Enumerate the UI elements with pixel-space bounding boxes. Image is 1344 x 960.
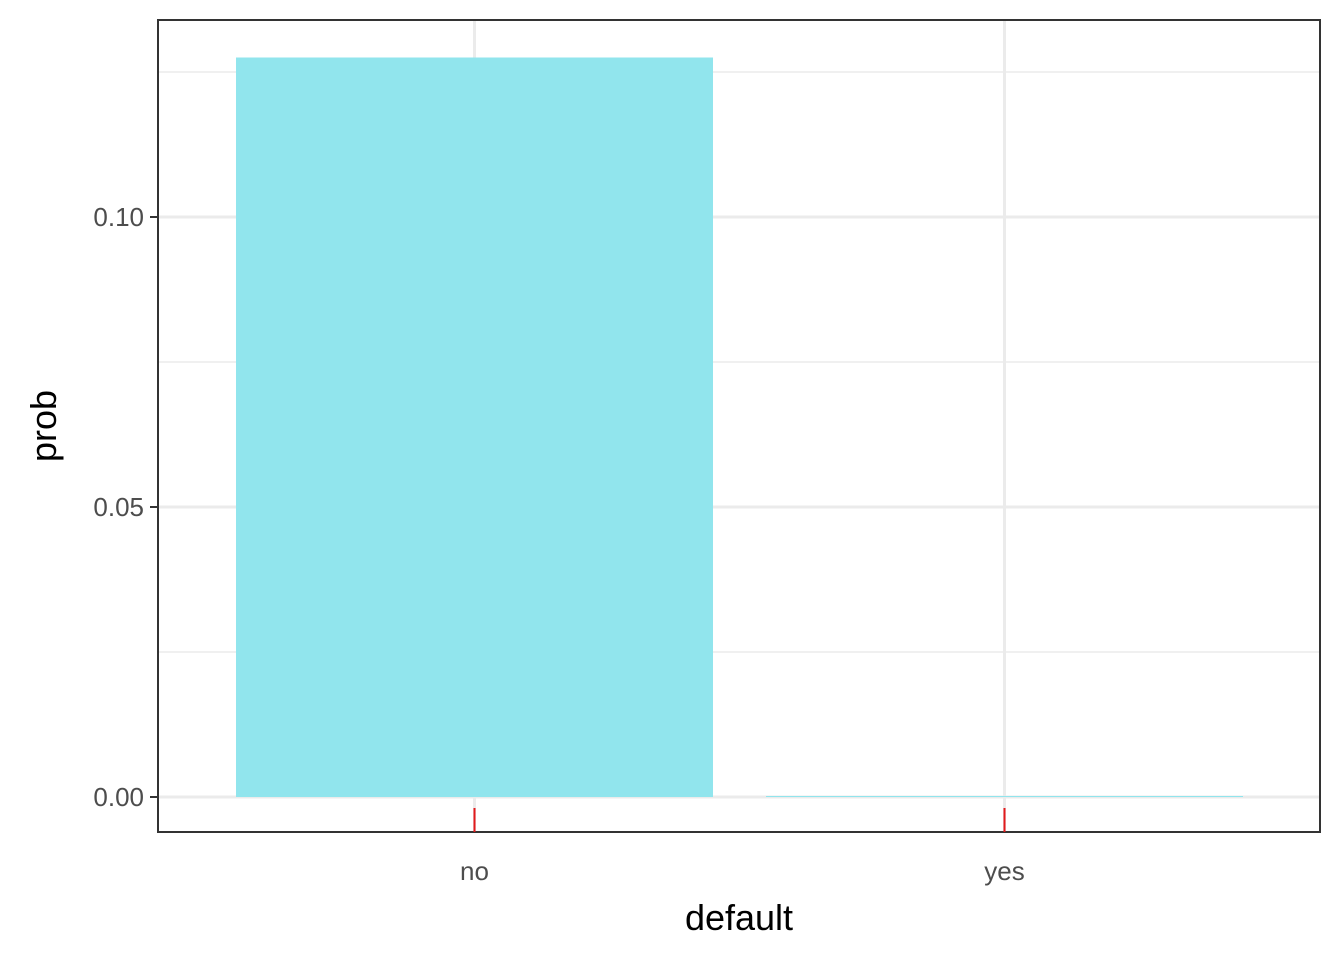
y-tick-label: 0.05 [93, 492, 144, 522]
y-tick-label: 0.10 [93, 202, 144, 232]
bar-no [236, 57, 713, 797]
x-axis-title: default [685, 897, 793, 938]
y-axis-title: prob [23, 390, 64, 462]
bar-yes [766, 796, 1243, 797]
bars [236, 57, 1243, 797]
x-tick-label-no: no [460, 856, 489, 886]
x-axis: no yes [460, 808, 1025, 886]
x-tick-label-yes: yes [984, 856, 1024, 886]
y-axis: 0.00 0.05 0.10 [93, 202, 158, 812]
plot-panel-border [157, 19, 1321, 833]
y-tick-label: 0.00 [93, 782, 144, 812]
